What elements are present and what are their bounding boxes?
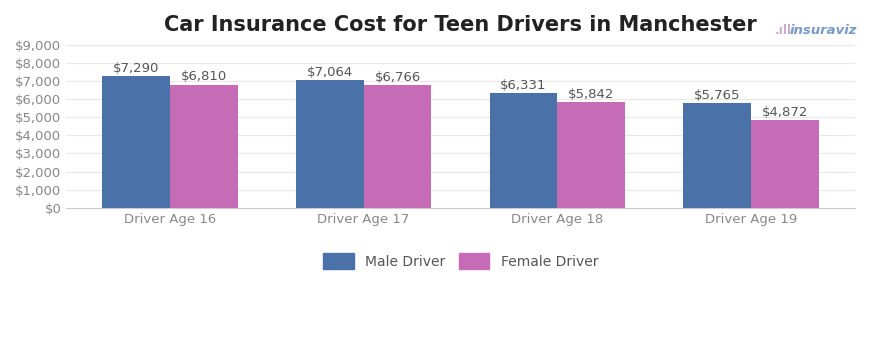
Text: $4,872: $4,872 (761, 105, 807, 119)
Text: .ıll: .ıll (773, 25, 791, 37)
Bar (363, 85, 431, 208)
Title: Car Insurance Cost for Teen Drivers in Manchester: Car Insurance Cost for Teen Drivers in M… (164, 15, 756, 35)
Legend: Male Driver, Female Driver: Male Driver, Female Driver (322, 253, 597, 269)
Text: $6,810: $6,810 (181, 70, 227, 83)
Bar (557, 102, 625, 208)
Text: insuraviz: insuraviz (788, 25, 856, 37)
Text: $7,064: $7,064 (306, 66, 353, 79)
Bar (683, 104, 751, 208)
Text: $6,766: $6,766 (374, 71, 421, 84)
Text: $7,290: $7,290 (113, 62, 159, 75)
Bar (751, 120, 819, 208)
Text: $5,842: $5,842 (567, 88, 614, 101)
Bar (489, 93, 557, 208)
Text: $6,331: $6,331 (500, 79, 547, 92)
Bar (295, 80, 363, 208)
Bar (102, 76, 169, 208)
Bar (169, 84, 237, 208)
Text: $5,765: $5,765 (693, 89, 740, 102)
